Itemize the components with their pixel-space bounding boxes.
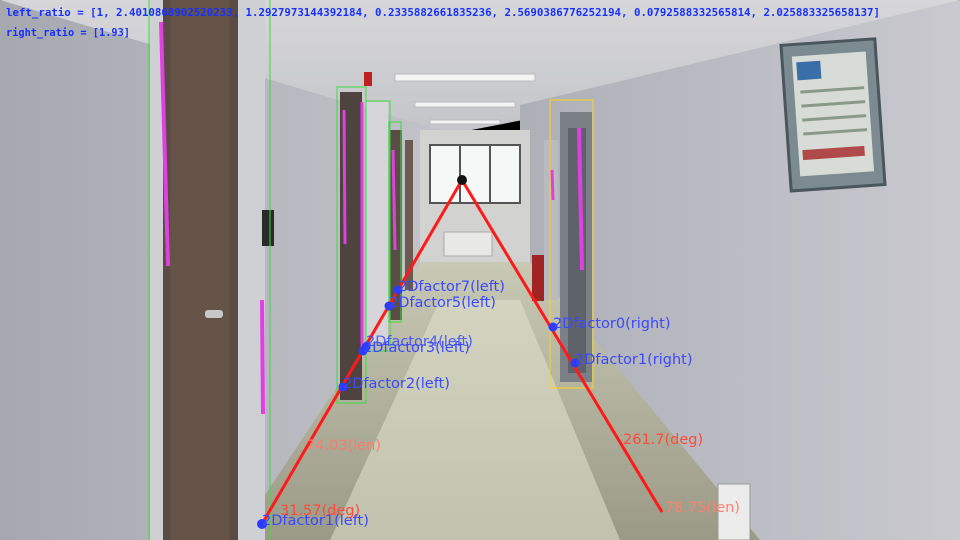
right-guide-line bbox=[460, 179, 664, 513]
factor2-left-dot bbox=[338, 382, 348, 392]
vanishing-point bbox=[457, 175, 467, 185]
left-box-outer bbox=[148, 0, 271, 540]
factor1-left-dot bbox=[257, 519, 267, 529]
factor3-left-dot bbox=[358, 346, 368, 356]
edge-mark bbox=[159, 21, 170, 267]
edge-mark bbox=[342, 109, 347, 245]
factor1-right-label: 2Dfactor1(right) bbox=[575, 352, 692, 368]
factor7-left-dot bbox=[393, 285, 403, 295]
factor1-left-label: 2Dfactor1(left) bbox=[262, 513, 369, 529]
left-ratio-text: left_ratio = [1, 2.4010868902520233, 1.2… bbox=[6, 7, 880, 19]
edge-mark bbox=[260, 299, 265, 415]
factor5-left-label: 2Dfactor5(left) bbox=[389, 295, 496, 311]
factor7-left-label: 2Dfactor7(left) bbox=[398, 279, 505, 295]
factor2-left-label: 2Dfactor2(left) bbox=[343, 376, 450, 392]
factor4-left-label: 2Dfactor4(left) bbox=[366, 334, 473, 350]
left-box-3 bbox=[365, 100, 391, 352]
factor0-right-dot bbox=[548, 322, 558, 332]
factor1-right-dot bbox=[570, 358, 580, 368]
right-box-0 bbox=[549, 99, 594, 389]
right-angle-label: 261.7(deg) bbox=[623, 432, 703, 448]
edge-mark bbox=[391, 149, 397, 251]
right-ratio-text: right_ratio = [1.93] bbox=[6, 27, 130, 39]
left-box-5 bbox=[388, 121, 402, 323]
right-length-label: 78.75(len) bbox=[665, 500, 740, 516]
left-length-label: 74.03(len) bbox=[306, 438, 381, 454]
edge-mark bbox=[577, 127, 584, 271]
left-angle-label: 31.57(deg) bbox=[280, 503, 360, 519]
factor5-left-dot bbox=[384, 301, 394, 311]
factor3-left-label: 2Dfactor3(left) bbox=[363, 340, 470, 356]
factor0-right-label: 2Dfactor0(right) bbox=[553, 316, 670, 332]
edge-mark bbox=[550, 169, 555, 201]
